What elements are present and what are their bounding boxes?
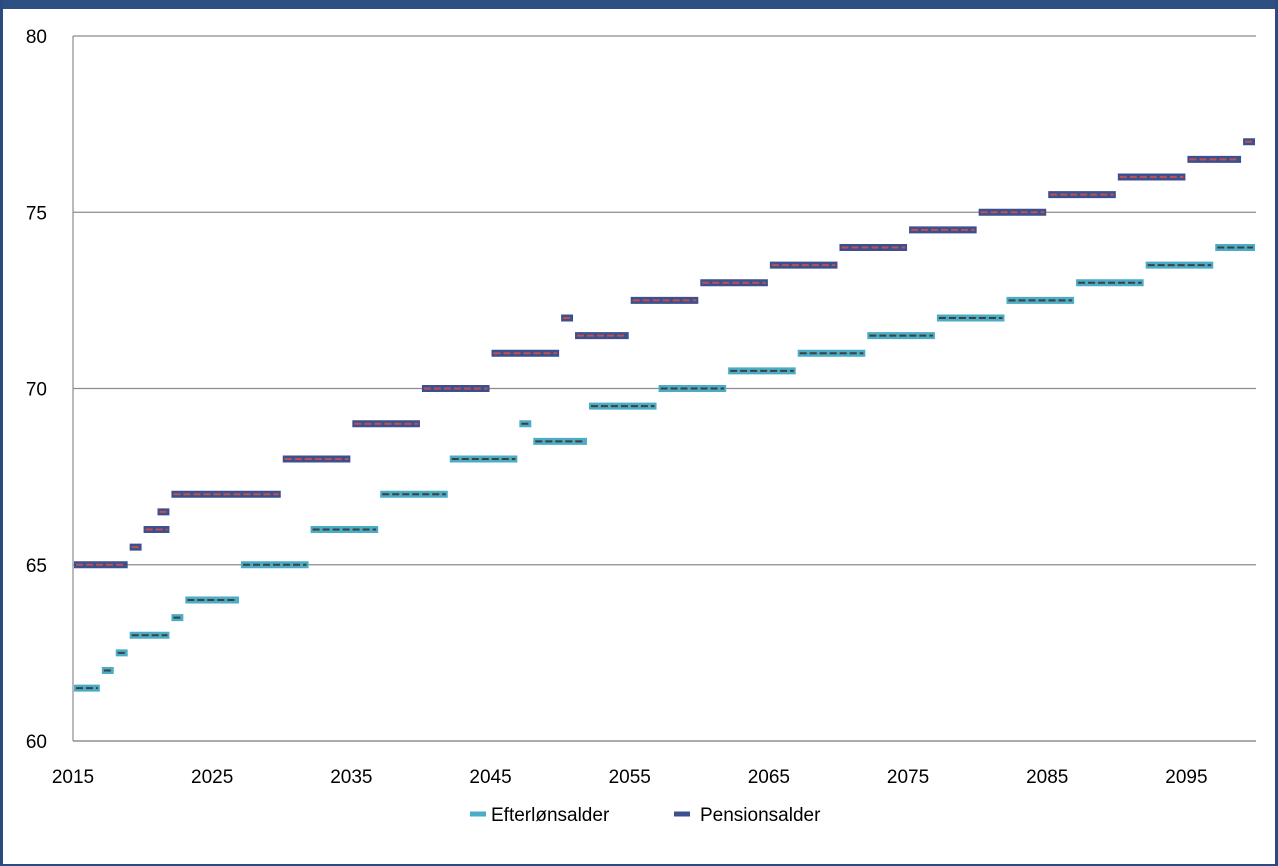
y-tick-label: 70 (26, 380, 47, 401)
axes (72, 36, 1256, 742)
top-accent-bar (0, 0, 1278, 9)
series-layer (74, 138, 1255, 692)
x-tick-label: 2045 (469, 767, 511, 788)
x-axis-ticks: 2015 2025 2035 2045 2055 2065 2075 2085 2095 (52, 767, 1208, 788)
x-tick-label: 2025 (191, 767, 233, 788)
x-tick-label: 2035 (330, 767, 372, 788)
series-pensionsalder (74, 138, 1255, 569)
y-axis-ticks: 60 65 70 75 80 (26, 27, 47, 753)
y-tick-label: 75 (26, 203, 47, 224)
legend-item-efterlonsalder: Efterlønsalder (470, 805, 610, 826)
x-tick-label: 2085 (1026, 767, 1068, 788)
x-tick-label: 2065 (748, 767, 790, 788)
x-tick-label: 2075 (887, 767, 929, 788)
y-tick-label: 80 (26, 27, 47, 48)
legend-label: Efterlønsalder (491, 805, 610, 826)
legend-label: Pensionsalder (700, 805, 821, 826)
y-tick-label: 65 (26, 556, 47, 577)
x-tick-label: 2055 (609, 767, 651, 788)
x-tick-label: 2095 (1165, 767, 1207, 788)
y-tick-label: 60 (26, 732, 47, 753)
x-tick-label: 2015 (52, 767, 94, 788)
legend: Efterlønsalder Pensionsalder (470, 805, 821, 826)
legend-item-pensionsalder: Pensionsalder (674, 805, 821, 826)
series-efterlonsalder (74, 244, 1255, 692)
